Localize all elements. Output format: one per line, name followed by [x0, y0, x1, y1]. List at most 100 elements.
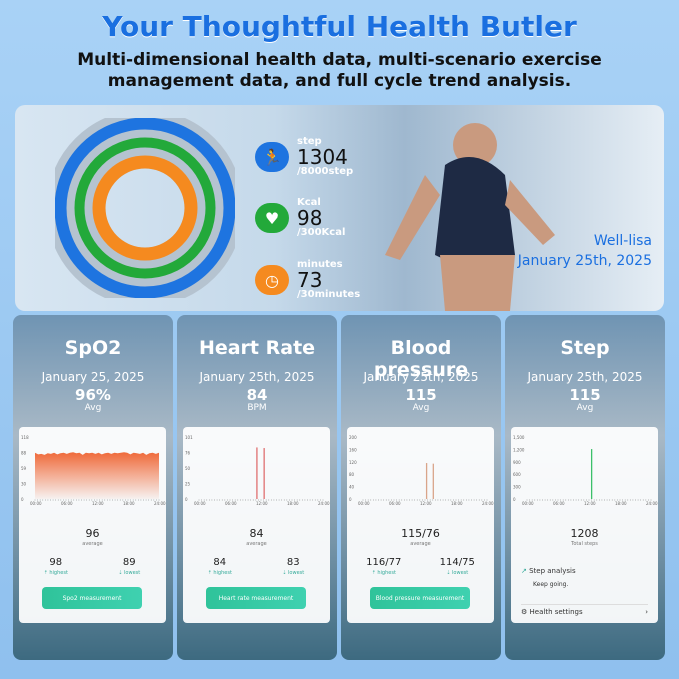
axis-dot — [242, 499, 244, 501]
axis-dot — [156, 499, 157, 501]
axis-dot — [270, 499, 272, 501]
ring-step — [55, 118, 235, 298]
health-settings-row[interactable]: ⚙ Health settings › — [521, 604, 648, 616]
x-tick-label: 06:00 — [225, 501, 237, 506]
axis-dot — [65, 499, 67, 501]
axis-dot — [611, 499, 613, 501]
axis-dot — [127, 499, 129, 501]
highest-icon: ⇡ — [43, 570, 48, 576]
axis-dot — [560, 499, 561, 501]
highest-icon: ⇡ — [371, 570, 376, 576]
user-info: Well-lisa January 25th, 2025 — [518, 231, 652, 271]
chart-bar — [590, 449, 593, 499]
axis-dot — [555, 499, 556, 501]
card-value: 84 — [246, 386, 268, 404]
axis-dot — [289, 499, 290, 501]
axis-dot — [68, 499, 69, 501]
card-date: January 25th, 2025 — [199, 370, 315, 384]
axis-dot — [278, 499, 280, 501]
axis-dot — [130, 499, 131, 501]
axis-dot — [88, 499, 90, 501]
axis-dot — [565, 499, 567, 501]
card-heart-rate: Heart Rate January 25th, 2025 84 BPM 0 25… — [177, 315, 337, 660]
y-tick-label: 76 — [185, 451, 191, 456]
axis-dot — [442, 499, 444, 501]
axis-dot — [219, 499, 221, 501]
x-tick-label: 06:00 — [61, 501, 73, 506]
axis-dot — [301, 499, 303, 501]
axis-dot — [562, 499, 564, 501]
axis-dot — [632, 499, 634, 501]
y-tick-label: 0 — [513, 497, 516, 502]
highest-label: ⇡ highest — [347, 570, 421, 576]
axis-dot — [450, 499, 452, 501]
subtitle-line: Multi-dimensional health data, multi-sce… — [77, 50, 602, 70]
x-tick-label: 12:00 — [584, 501, 596, 506]
axis-dot — [208, 499, 210, 501]
axis-dot — [531, 499, 533, 501]
axis-dot — [575, 499, 577, 501]
x-tick-label: 18:00 — [615, 501, 627, 506]
card-value: 115 — [405, 386, 437, 404]
axis-dot — [237, 499, 239, 501]
axis-dot — [526, 499, 528, 501]
lowest-value: 83 — [286, 557, 300, 568]
lowest-icon: ⇣ — [446, 570, 451, 576]
x-tick-label: 18:00 — [451, 501, 463, 506]
axis-dot — [375, 499, 377, 501]
stat-goal: /300Kcal — [297, 227, 346, 238]
x-tick-label: 00:00 — [194, 501, 206, 506]
card-spo2: SpO2 January 25, 2025 96% Avg 0 30 59 88 118… — [13, 315, 173, 660]
chart-panel: 0 25 50 76 101 00:00 06:00 12:00 18:00 24:00 84 a… — [183, 427, 330, 623]
step-analysis-title: Step analysis — [529, 567, 576, 575]
axis-dot — [419, 499, 421, 501]
axis-dot — [229, 499, 231, 501]
axis-dot — [216, 499, 218, 501]
axis-dot — [239, 499, 241, 501]
activity-banner: 🏃 step 1304/8000step ♥ Kcal 98/300Kcal ◷ minu… — [15, 105, 664, 311]
highest-text: highest — [49, 570, 68, 576]
axis-dot — [273, 499, 275, 501]
axis-dot — [627, 499, 629, 501]
x-tick-label: 00:00 — [522, 501, 534, 506]
highest-text: highest — [213, 570, 232, 576]
measurement-button[interactable]: Blood pressure measurement — [370, 587, 470, 609]
axis-dot — [132, 499, 134, 501]
y-tick-label: 300 — [513, 485, 521, 490]
axis-dot — [122, 499, 124, 501]
average-label: average — [82, 541, 103, 547]
average-value: 115/76 — [401, 527, 440, 540]
axis-dot — [283, 499, 285, 501]
axis-dot — [473, 499, 475, 501]
x-tick-label: 18:00 — [287, 501, 299, 506]
axis-dot — [411, 499, 413, 501]
card-date: January 25th, 2025 — [363, 370, 479, 384]
axis-dot — [81, 499, 82, 501]
axis-dot — [635, 499, 636, 501]
axis-dot — [476, 499, 478, 501]
step-analysis[interactable]: ↗ Step analysis — [521, 567, 576, 575]
stat-value: 73 — [297, 268, 323, 292]
chart-bar — [432, 463, 434, 499]
stat-value: 98 — [297, 206, 323, 230]
axis-dot — [453, 499, 454, 501]
axis-dot — [94, 499, 95, 501]
axis-dot — [380, 499, 382, 501]
axis-dot — [286, 499, 288, 501]
measurement-button[interactable]: Heart rate measurement — [206, 587, 306, 609]
axis-dot — [367, 499, 369, 501]
axis-dot — [429, 499, 431, 501]
card-unit: Avg — [412, 403, 430, 413]
axis-dot — [125, 499, 126, 501]
x-tick-label: 18:00 — [123, 501, 135, 506]
measurement-button[interactable]: Spo2 measurement — [42, 587, 142, 609]
axis-dot — [396, 499, 397, 501]
axis-dot — [588, 499, 590, 501]
mini-chart: 0 25 50 76 101 00:00 06:00 12:00 18:00 24:00 — [185, 435, 330, 506]
axis-dot — [465, 499, 467, 501]
x-tick-label: 12:00 — [256, 501, 268, 506]
axis-dot — [484, 499, 485, 501]
axis-dot — [247, 499, 249, 501]
stat-minutes: ◷ minutes 73/30minutes — [255, 260, 360, 300]
axis-dot — [299, 499, 301, 501]
